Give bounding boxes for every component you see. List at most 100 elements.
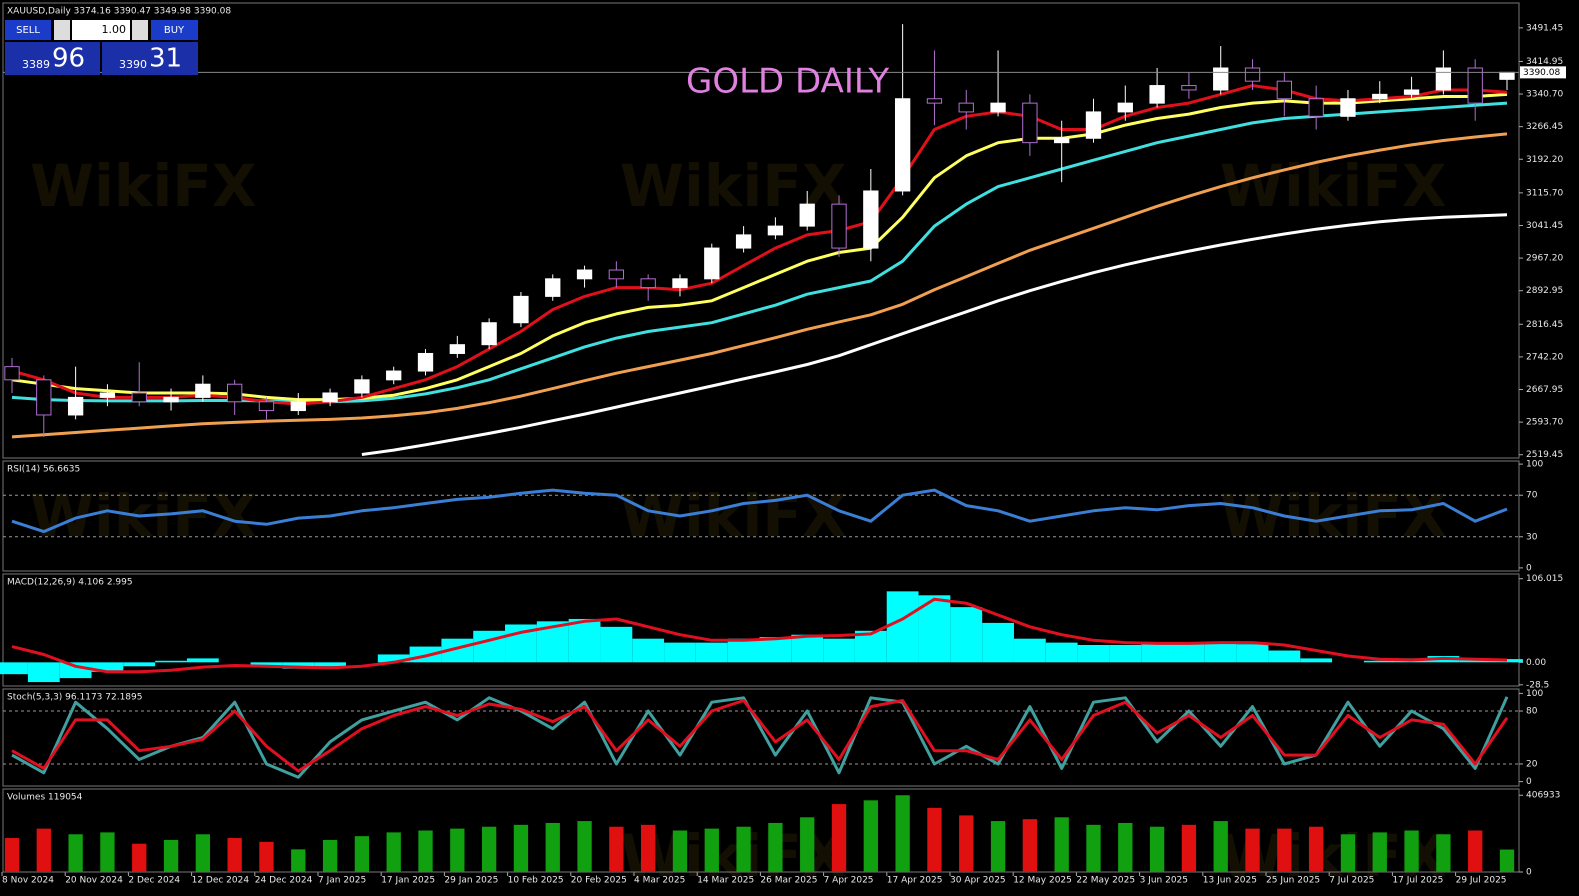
candle-body (386, 370, 402, 381)
macd-bar (823, 638, 855, 663)
candle-body (1181, 85, 1197, 91)
x-tick-label: 24 Dec 2024 (255, 876, 313, 886)
candle-body (1054, 137, 1070, 144)
watermark: WikiFX (1220, 482, 1447, 550)
candle-body (99, 392, 116, 398)
candle-body (958, 102, 974, 113)
volume-bar (1086, 824, 1101, 872)
lot-down[interactable] (54, 20, 70, 40)
buy-button[interactable] (151, 20, 198, 40)
volume-bar (736, 826, 751, 872)
y-tick-label: 0 (1526, 777, 1532, 787)
candle-body (1149, 85, 1165, 104)
volume-bar (1372, 832, 1387, 872)
volume-bar (895, 795, 910, 872)
buy-label: BUY (164, 25, 185, 36)
macd-bar (632, 638, 665, 663)
x-tick-label: 8 Nov 2024 (2, 876, 54, 886)
bid-box[interactable] (5, 42, 100, 75)
candle-body (1467, 67, 1483, 104)
macd-bar (1109, 644, 1142, 663)
y-tick-label: 2519.45 (1526, 450, 1563, 460)
macd-bar (759, 637, 792, 663)
pane-title: XAUUSD,Daily 3374.16 3390.47 3349.98 339… (7, 7, 231, 17)
price-tag (1520, 66, 1566, 79)
volume-bar (386, 832, 401, 872)
x-tick-label: 29 Jan 2025 (444, 876, 498, 886)
indicator-line (11, 597, 1508, 674)
trade-panel[interactable]: SELL 1.00 BUY 3389 96 3390 31 (5, 20, 198, 75)
candle-body (672, 278, 688, 289)
pane-frame (2, 688, 1520, 787)
macd-bar (1045, 642, 1078, 663)
x-tick-label: 17 Jan 2025 (381, 876, 435, 886)
macd-bar (886, 591, 919, 663)
candle-body (863, 190, 879, 249)
x-tick-label: 4 Mar 2025 (634, 876, 685, 886)
x-tick-label: 20 Nov 2024 (65, 876, 123, 886)
macd-bar (982, 622, 1014, 663)
volume-bar (1118, 822, 1133, 872)
y-tick-label: 3414.95 (1526, 57, 1563, 67)
volume-bar (1245, 828, 1260, 872)
macd-bar (854, 630, 887, 663)
lot-box[interactable] (72, 20, 130, 40)
macd-bar (950, 607, 983, 663)
x-tick-label: 30 Apr 2025 (950, 876, 1006, 886)
candle-body (608, 269, 625, 280)
volume-bar (227, 838, 242, 872)
macd-bar (473, 630, 506, 663)
macd-bar (59, 662, 92, 679)
volume-bar (1404, 830, 1419, 872)
pane-frame (2, 573, 1520, 687)
lot-up[interactable] (132, 20, 148, 40)
ask-box[interactable] (102, 42, 198, 75)
volume-bar (1499, 849, 1515, 872)
volume-bar (1468, 830, 1483, 872)
indicator-line (11, 699, 1509, 773)
candle-body (704, 247, 720, 280)
volume-bar (577, 821, 592, 872)
lot-value: 1.00 (102, 23, 127, 36)
candle-body (576, 269, 593, 280)
candle-body (1117, 102, 1133, 113)
indicator-line (11, 696, 1509, 779)
macd-bar (0, 662, 28, 675)
macd-bar (27, 662, 60, 683)
volume-bar (1213, 821, 1228, 872)
volume-bar (863, 800, 878, 872)
volume-bar (513, 824, 529, 872)
candle-body (926, 98, 943, 104)
sell-label: SELL (16, 25, 40, 36)
y-tick-label: 106.015 (1526, 574, 1563, 584)
volume-bar (1308, 826, 1324, 872)
y-tick-label: 3041.45 (1526, 221, 1563, 231)
volume-bar (1436, 834, 1451, 872)
candle-body (1372, 93, 1388, 100)
candle-body (131, 392, 147, 403)
volume-bar (450, 828, 465, 872)
volume-bar (545, 822, 560, 872)
candle-body (417, 352, 434, 372)
candle-body (1022, 102, 1038, 144)
x-tick-label: 22 May 2025 (1076, 876, 1135, 886)
indicator-line (11, 488, 1508, 534)
volume-bar (959, 815, 974, 872)
x-tick-label: 10 Feb 2025 (508, 876, 564, 886)
candle-body (990, 102, 1006, 113)
macd-bar (664, 642, 696, 663)
y-tick-label: 3491.45 (1526, 23, 1563, 33)
volume-bar (1054, 817, 1069, 872)
volume-bar (259, 841, 274, 872)
macd-bar (282, 662, 315, 669)
volume-bar (1149, 826, 1165, 872)
candle-body (290, 401, 306, 412)
pane-title: Stoch(5,3,3) 96.1173 72.1895 (7, 693, 142, 703)
y-tick-label: 2742.20 (1526, 352, 1563, 362)
x-tick-label: 12 Dec 2024 (192, 876, 250, 886)
x-tick-label: 7 Jan 2025 (318, 876, 366, 886)
annotation: GOLD DAILY (686, 62, 889, 102)
pane-frame (2, 2, 1520, 459)
sell-button[interactable] (5, 20, 51, 40)
